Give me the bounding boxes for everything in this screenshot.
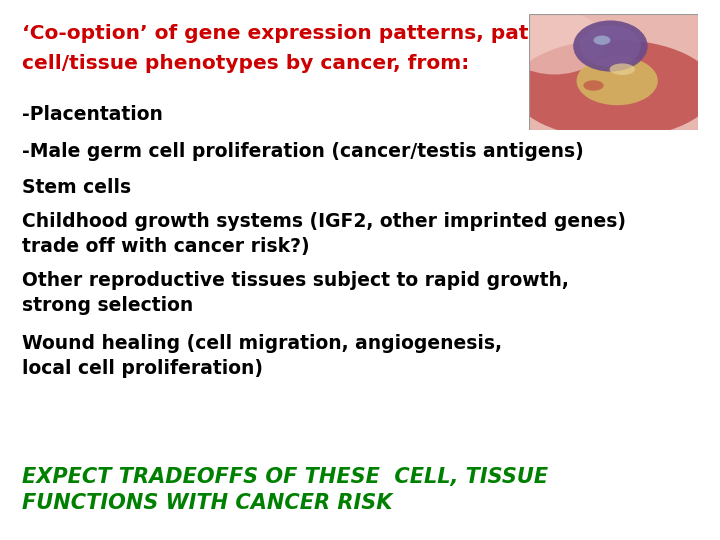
Text: Stem cells: Stem cells (22, 178, 131, 197)
Ellipse shape (577, 57, 658, 105)
Ellipse shape (513, 39, 715, 138)
Ellipse shape (610, 63, 635, 75)
Circle shape (573, 21, 648, 72)
Ellipse shape (593, 36, 611, 45)
Ellipse shape (504, 11, 606, 75)
Ellipse shape (583, 80, 603, 91)
Text: cell/tissue phenotypes by cancer, from:: cell/tissue phenotypes by cancer, from: (22, 54, 469, 73)
Circle shape (580, 25, 641, 67)
Text: Childhood growth systems (IGF2, other imprinted genes)
trade off with cancer ris: Childhood growth systems (IGF2, other im… (22, 212, 626, 255)
Text: -Placentation: -Placentation (22, 105, 163, 124)
Text: Other reproductive tissues subject to rapid growth,
strong selection: Other reproductive tissues subject to ra… (22, 271, 569, 315)
Text: -Male germ cell proliferation (cancer/testis antigens): -Male germ cell proliferation (cancer/te… (22, 142, 583, 161)
Text: EXPECT TRADEOFFS OF THESE  CELL, TISSUE
FUNCTIONS WITH CANCER RISK: EXPECT TRADEOFFS OF THESE CELL, TISSUE F… (22, 467, 548, 512)
Text: ‘Co-option’ of gene expression patterns, pathways,: ‘Co-option’ of gene expression patterns,… (22, 24, 607, 43)
Text: Wound healing (cell migration, angiogenesis,
local cell proliferation): Wound healing (cell migration, angiogene… (22, 334, 502, 377)
